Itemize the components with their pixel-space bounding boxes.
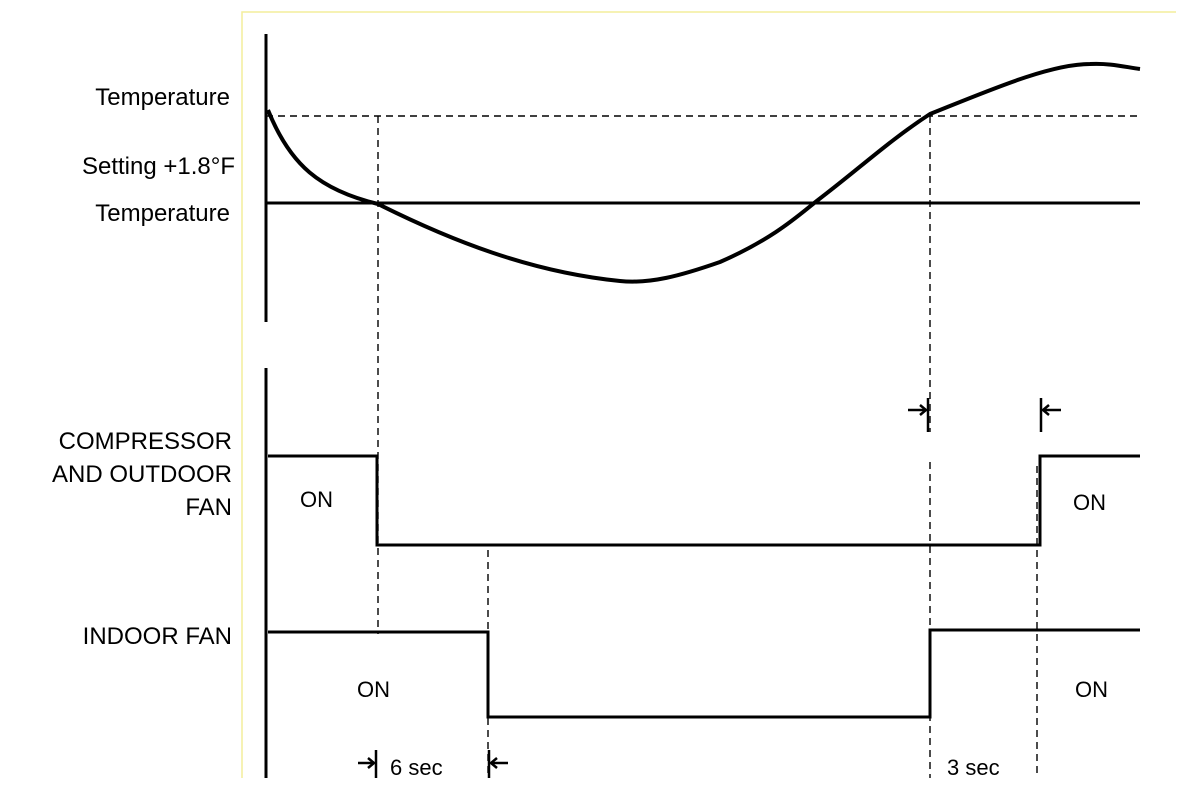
setting-label: Setting +1.8°F [81, 153, 235, 180]
compressor-on-left: ON [300, 487, 333, 512]
indoor-fan-on-left: ON [357, 677, 390, 702]
compressor-label-line-3: FAN [185, 494, 232, 521]
six-sec-marker-right [487, 750, 508, 778]
temperature-upper-label: Temperature [95, 84, 230, 111]
compressor-label-line-1: COMPRESSOR [58, 428, 232, 455]
temperature-lower-label: Temperature [95, 200, 230, 227]
indoor-fan-label: INDOOR FAN [82, 623, 232, 650]
three-sec-marker-left [908, 398, 930, 432]
temperature-curve [266, 61, 1141, 284]
six-sec-marker-left [358, 750, 378, 778]
compressor-label-line-2: AND OUTDOOR [52, 461, 232, 488]
frame-border [241, 11, 1176, 778]
indoor-fan-on-right: ON [1075, 677, 1108, 702]
three-sec-label: 3 sec [947, 755, 1000, 780]
three-sec-marker-right [1039, 398, 1061, 432]
compressor-signal [268, 454, 1140, 547]
compressor-on-right: ON [1073, 490, 1106, 515]
indoor-fan-signal [268, 628, 1140, 719]
six-sec-label: 6 sec [390, 755, 443, 780]
